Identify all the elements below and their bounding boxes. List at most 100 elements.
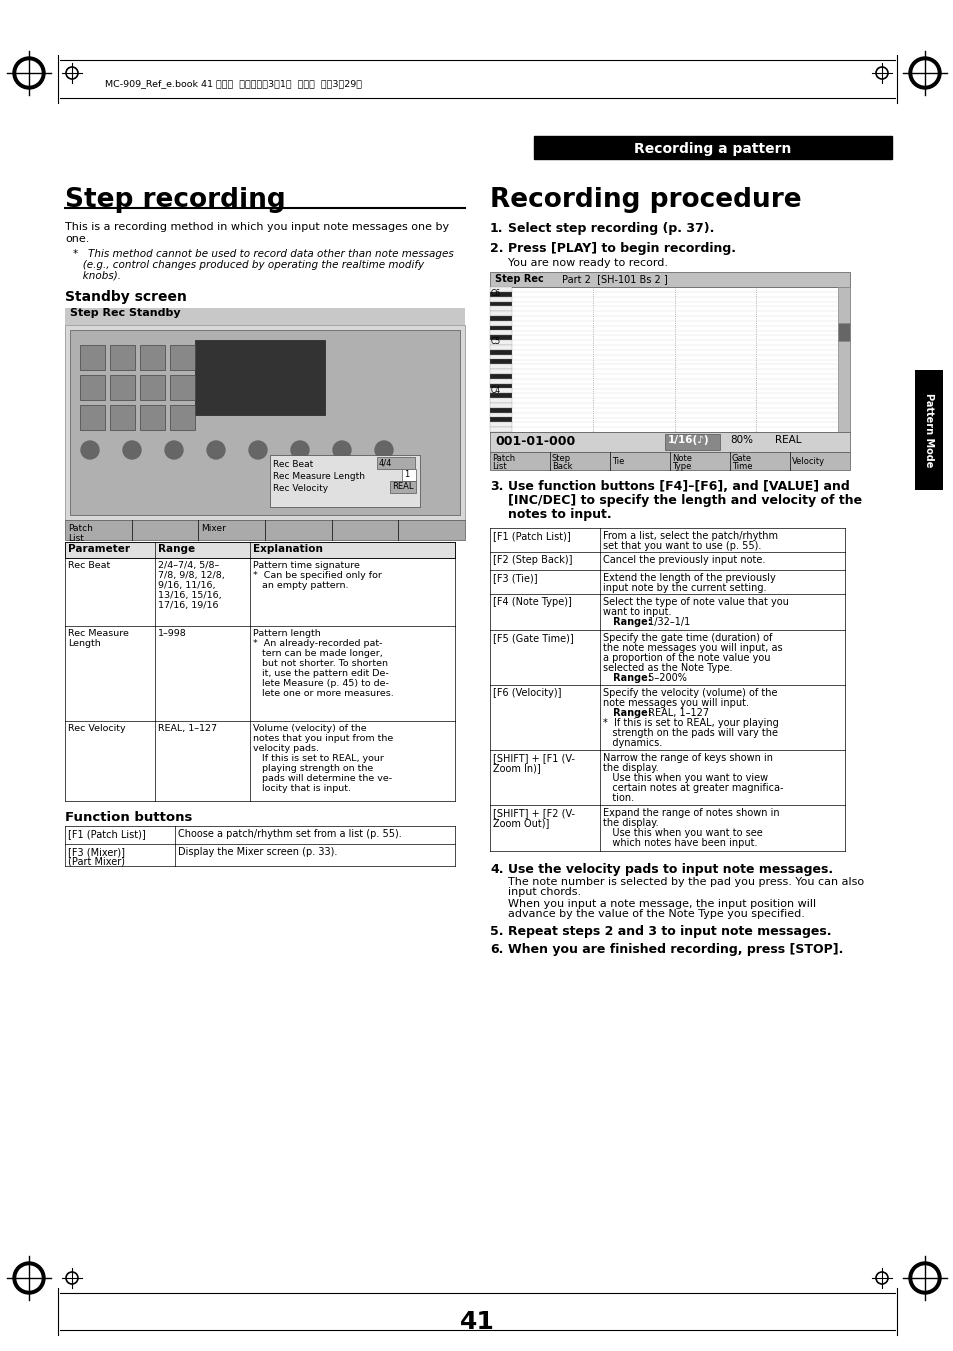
Bar bbox=[490, 340, 512, 345]
Text: Rec Beat: Rec Beat bbox=[68, 561, 111, 570]
Text: When you are finished recording, press [STOP].: When you are finished recording, press [… bbox=[507, 943, 842, 957]
Bar bbox=[490, 320, 512, 326]
Text: *  Can be specified only for: * Can be specified only for bbox=[253, 571, 381, 580]
Text: 5–200%: 5–200% bbox=[644, 673, 686, 684]
Bar bbox=[490, 365, 512, 369]
Text: input note by the current setting.: input note by the current setting. bbox=[602, 584, 765, 593]
Text: Back: Back bbox=[552, 462, 572, 471]
Bar bbox=[490, 432, 849, 453]
Text: Repeat steps 2 and 3 to input note messages.: Repeat steps 2 and 3 to input note messa… bbox=[507, 925, 831, 938]
Text: notes to input.: notes to input. bbox=[507, 508, 611, 521]
Text: Choose a patch/rhythm set from a list (p. 55).: Choose a patch/rhythm set from a list (p… bbox=[178, 830, 401, 839]
Text: lete one or more measures.: lete one or more measures. bbox=[253, 689, 394, 698]
Circle shape bbox=[123, 440, 141, 459]
Text: Gate: Gate bbox=[731, 454, 751, 463]
Text: This is a recording method in which you input note messages one by: This is a recording method in which you … bbox=[65, 222, 449, 232]
Text: [SHIFT] + [F1 (V-: [SHIFT] + [F1 (V- bbox=[493, 753, 575, 763]
Bar bbox=[490, 359, 512, 365]
Text: *  An already-recorded pat-: * An already-recorded pat- bbox=[253, 639, 382, 648]
Text: velocity pads.: velocity pads. bbox=[253, 744, 318, 753]
Text: If this is set to REAL, your: If this is set to REAL, your bbox=[253, 754, 383, 763]
Text: playing strength on the: playing strength on the bbox=[253, 765, 373, 773]
Bar bbox=[490, 331, 512, 335]
Text: REAL: REAL bbox=[774, 435, 801, 444]
Text: Recording a pattern: Recording a pattern bbox=[634, 142, 791, 155]
Bar bbox=[490, 403, 512, 408]
Text: C5: C5 bbox=[491, 338, 500, 346]
Bar bbox=[110, 405, 135, 430]
Text: 1/16(♪): 1/16(♪) bbox=[667, 435, 709, 444]
Text: want to input.: want to input. bbox=[602, 607, 671, 617]
Text: Rec Velocity: Rec Velocity bbox=[273, 484, 328, 493]
Text: Length: Length bbox=[68, 639, 101, 648]
Bar bbox=[490, 412, 512, 417]
Text: Range:: Range: bbox=[602, 617, 651, 627]
Text: Range:: Range: bbox=[602, 673, 651, 684]
Bar bbox=[490, 417, 512, 423]
Text: set that you want to use (p. 55).: set that you want to use (p. 55). bbox=[602, 540, 760, 551]
Bar bbox=[401, 469, 416, 481]
Bar bbox=[490, 374, 512, 378]
Bar bbox=[140, 376, 165, 400]
Text: [F1 (Patch List)]: [F1 (Patch List)] bbox=[68, 830, 146, 839]
Bar bbox=[490, 389, 512, 393]
Text: [SHIFT] + [F2 (V-: [SHIFT] + [F2 (V- bbox=[493, 808, 575, 817]
Text: C6: C6 bbox=[491, 289, 500, 299]
Bar bbox=[65, 326, 464, 520]
Text: *   This method cannot be used to record data other than note messages: * This method cannot be used to record d… bbox=[73, 249, 454, 259]
Text: C4: C4 bbox=[491, 385, 500, 394]
Text: 9/16, 11/16,: 9/16, 11/16, bbox=[158, 581, 215, 590]
Circle shape bbox=[13, 57, 45, 89]
Text: locity that is input.: locity that is input. bbox=[253, 784, 351, 793]
Text: Velocity: Velocity bbox=[791, 457, 824, 466]
Text: REAL, 1–127: REAL, 1–127 bbox=[158, 724, 216, 734]
Circle shape bbox=[81, 440, 99, 459]
Text: Time: Time bbox=[731, 462, 752, 471]
Text: [INC/DEC] to specify the length and velocity of the: [INC/DEC] to specify the length and velo… bbox=[507, 494, 862, 507]
Bar bbox=[490, 369, 512, 374]
Text: 6.: 6. bbox=[490, 943, 503, 957]
Text: 1: 1 bbox=[403, 470, 409, 480]
Text: 4.: 4. bbox=[490, 863, 503, 875]
Bar bbox=[170, 405, 194, 430]
Circle shape bbox=[249, 440, 267, 459]
Text: Step recording: Step recording bbox=[65, 186, 286, 213]
Bar bbox=[140, 345, 165, 370]
Bar bbox=[80, 405, 105, 430]
Text: 7/8, 9/8, 12/8,: 7/8, 9/8, 12/8, bbox=[158, 571, 225, 580]
Text: 2/4–7/4, 5/8–: 2/4–7/4, 5/8– bbox=[158, 561, 219, 570]
Text: [F4 (Note Type)]: [F4 (Note Type)] bbox=[493, 597, 571, 607]
Text: Range:: Range: bbox=[602, 708, 651, 717]
Text: note messages you will input.: note messages you will input. bbox=[602, 698, 748, 708]
Bar bbox=[170, 376, 194, 400]
Bar bbox=[490, 301, 512, 307]
Text: Use this when you want to see: Use this when you want to see bbox=[602, 828, 762, 838]
Text: the display.: the display. bbox=[602, 763, 658, 773]
Text: Cancel the previously input note.: Cancel the previously input note. bbox=[602, 555, 764, 565]
Circle shape bbox=[333, 440, 351, 459]
Text: 2.: 2. bbox=[490, 242, 503, 255]
Text: lete Measure (p. 45) to de-: lete Measure (p. 45) to de- bbox=[253, 680, 389, 688]
Bar bbox=[837, 323, 849, 340]
Text: pads will determine the ve-: pads will determine the ve- bbox=[253, 774, 392, 784]
Text: strength on the pads will vary the: strength on the pads will vary the bbox=[602, 728, 778, 738]
Text: 41: 41 bbox=[459, 1310, 494, 1333]
Bar bbox=[490, 427, 512, 432]
Bar bbox=[490, 307, 512, 311]
Text: Standby screen: Standby screen bbox=[65, 290, 187, 304]
Text: certain notes at greater magnifica-: certain notes at greater magnifica- bbox=[602, 784, 782, 793]
Bar bbox=[140, 405, 165, 430]
Text: Narrow the range of keys shown in: Narrow the range of keys shown in bbox=[602, 753, 772, 763]
Text: Step: Step bbox=[552, 454, 571, 463]
Text: Part 2  [SH-101 Bs 2 ]: Part 2 [SH-101 Bs 2 ] bbox=[561, 274, 667, 284]
Bar bbox=[65, 542, 455, 558]
Text: *  If this is set to REAL, your playing: * If this is set to REAL, your playing bbox=[602, 717, 778, 728]
Bar bbox=[837, 286, 849, 432]
Circle shape bbox=[912, 61, 936, 85]
Text: knobs).: knobs). bbox=[73, 272, 121, 281]
Text: 4/4: 4/4 bbox=[378, 458, 392, 467]
Text: Zoom Out)]: Zoom Out)] bbox=[493, 817, 549, 828]
Text: Rec Measure: Rec Measure bbox=[68, 630, 129, 638]
Bar bbox=[490, 393, 512, 399]
Bar bbox=[490, 423, 512, 427]
